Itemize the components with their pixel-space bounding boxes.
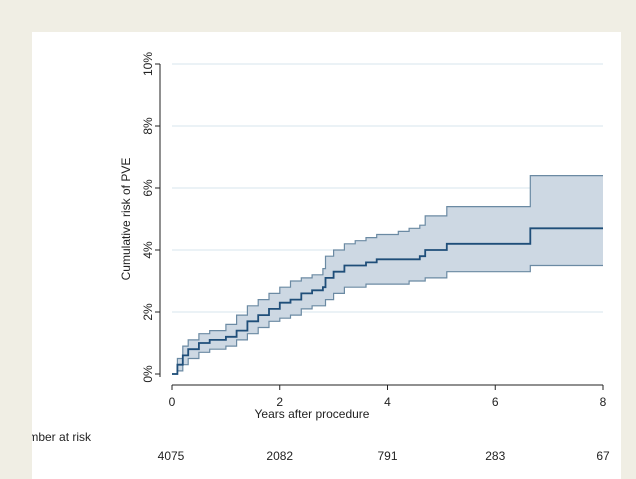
y-tick-label: 4% bbox=[141, 241, 155, 259]
x-tick-label: 4 bbox=[384, 395, 391, 409]
number-at-risk-value: 2082 bbox=[266, 449, 293, 463]
x-tick-label: 2 bbox=[276, 395, 283, 409]
number-at-risk-row: 4075 2082 791 283 67 bbox=[158, 449, 610, 463]
y-tick-label: 0% bbox=[141, 365, 155, 383]
number-at-risk-value: 283 bbox=[485, 449, 505, 463]
cumulative-risk-line bbox=[172, 227, 603, 375]
number-at-risk-title: Number at risk bbox=[32, 430, 92, 444]
x-tick-label: 8 bbox=[600, 395, 607, 409]
y-axis-ticks: 0% 2% 4% 6% 8% 10% bbox=[141, 52, 160, 383]
confidence-band bbox=[172, 175, 603, 374]
number-at-risk-value: 791 bbox=[377, 449, 397, 463]
y-tick-label: 6% bbox=[141, 179, 155, 197]
y-axis-title: Cumulative risk of PVE bbox=[119, 158, 133, 281]
number-at-risk-value: 67 bbox=[596, 449, 610, 463]
y-tick-label: 8% bbox=[141, 117, 155, 135]
x-axis-ticks: 0 2 4 6 8 bbox=[169, 385, 607, 409]
y-tick-label: 10% bbox=[141, 52, 155, 76]
x-axis-title: Years after procedure bbox=[255, 407, 370, 421]
confidence-lower-bound bbox=[172, 264, 603, 375]
x-tick-label: 0 bbox=[169, 395, 176, 409]
km-figure: 0% 2% 4% 6% 8% 10% 0 2 4 6 8 Years after procedur… bbox=[32, 32, 621, 479]
number-at-risk-value: 4075 bbox=[158, 449, 185, 463]
y-tick-label: 2% bbox=[141, 303, 155, 321]
km-chart: 0% 2% 4% 6% 8% 10% 0 2 4 6 8 Years after procedur… bbox=[32, 52, 610, 463]
x-tick-label: 6 bbox=[492, 395, 499, 409]
confidence-upper-bound bbox=[172, 175, 603, 375]
